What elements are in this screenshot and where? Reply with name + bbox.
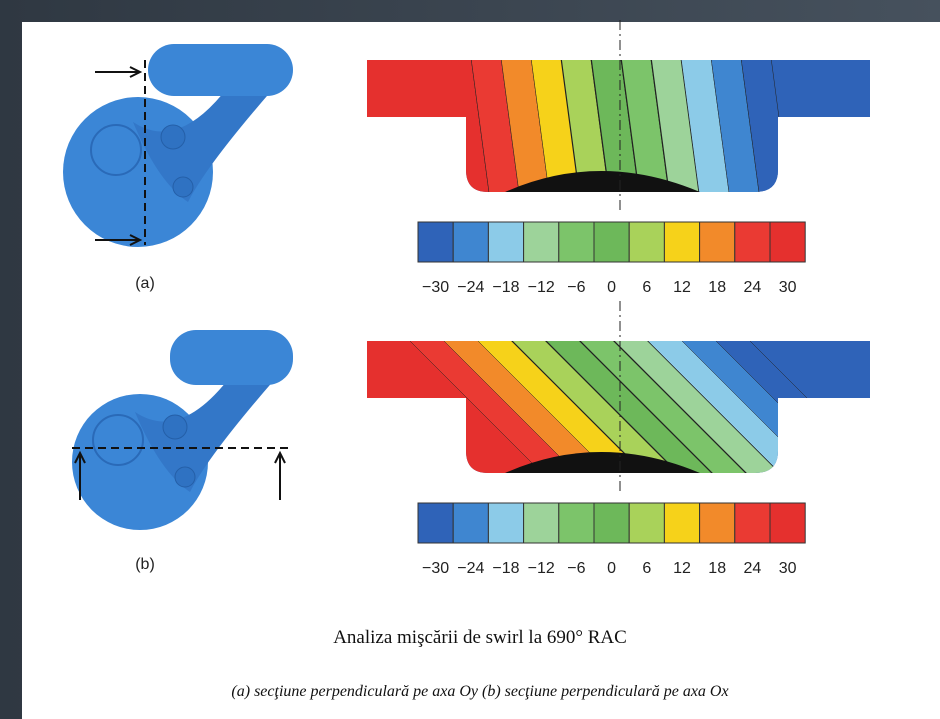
colorbar-cell (735, 222, 770, 262)
colorbar-cell (524, 503, 559, 543)
caption-subtitle: (a) secţiune perpendiculară pe axa Oy (b… (231, 683, 728, 700)
colorbar-cell (559, 503, 594, 543)
colorbar-cell (488, 503, 523, 543)
colorbar-cell (700, 222, 735, 262)
colorbar-label: −6 (567, 560, 585, 577)
colorbar-label: 30 (779, 279, 797, 296)
colorbar-cell (664, 503, 699, 543)
runner (148, 44, 293, 96)
colorbar-label: 18 (708, 560, 726, 577)
colorbar-cell (700, 503, 735, 543)
colorbar-label: 12 (673, 279, 691, 296)
colorbar-cell (488, 222, 523, 262)
colorbar-cell (770, 503, 805, 543)
colorbar-cell (418, 503, 453, 543)
colorbar-label: 24 (744, 560, 762, 577)
panel-label: (b) (135, 556, 155, 573)
valve-stem (173, 177, 193, 197)
colorbar-cell (664, 222, 699, 262)
colorbar-cell (770, 222, 805, 262)
colorbar-label: 6 (642, 560, 651, 577)
colorbar-label: 24 (744, 279, 762, 296)
colorbar-label: −18 (492, 560, 519, 577)
colorbar-label: −18 (492, 279, 519, 296)
colorbar-cell (418, 222, 453, 262)
colorbar-cell (453, 503, 488, 543)
colorbar-label: 12 (673, 560, 691, 577)
slide: Analiza mişcării de swirl la 690° RAC (a… (0, 0, 940, 719)
colorbar-cell (453, 222, 488, 262)
colorbar-label: −6 (567, 279, 585, 296)
colorbar-label: 0 (607, 560, 616, 577)
colorbar-label: 30 (779, 560, 797, 577)
valve-stem (163, 415, 187, 439)
page: Analiza mişcării de swirl la 690° RAC (a… (0, 0, 940, 719)
colorbar-cell (594, 503, 629, 543)
colorbar-label: −30 (422, 279, 449, 296)
colorbar-cell (559, 222, 594, 262)
caption-title: Analiza mişcării de swirl la 690° RAC (333, 627, 627, 648)
colorbar-cell (629, 222, 664, 262)
colorbar-cell (524, 222, 559, 262)
colorbar-label: −30 (422, 560, 449, 577)
colorbar-label: −24 (457, 560, 484, 577)
colorbar-label: −12 (528, 279, 555, 296)
panel-label: (a) (135, 275, 155, 292)
colorbar-cell (629, 503, 664, 543)
runner (170, 330, 293, 385)
colorbar-label: 0 (607, 279, 616, 296)
colorbar-cell (735, 503, 770, 543)
colorbar-label: 6 (642, 279, 651, 296)
colorbar-label: −24 (457, 279, 484, 296)
valve-stem (161, 125, 185, 149)
colorbar-label: −12 (528, 560, 555, 577)
colorbar-cell (594, 222, 629, 262)
colorbar-label: 18 (708, 279, 726, 296)
valve-stem (175, 467, 195, 487)
